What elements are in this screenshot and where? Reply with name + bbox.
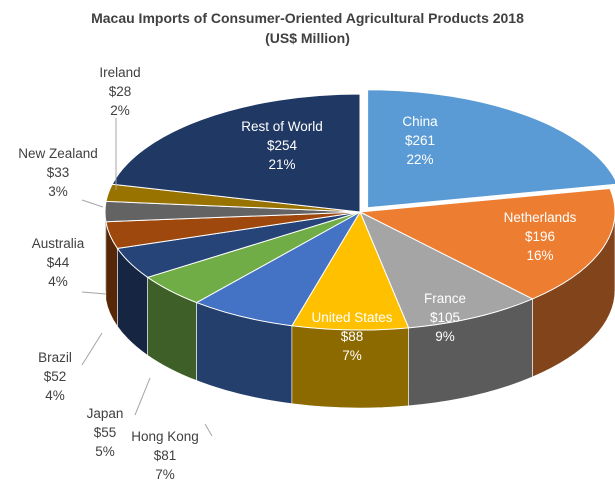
slice-name: China: [402, 114, 438, 129]
slice-percent: 9%: [435, 329, 455, 344]
slice-percent: 7%: [155, 467, 175, 482]
slice-percent: 5%: [95, 444, 115, 459]
leader-line-australia: [81, 291, 107, 295]
pie-tops: [104, 89, 615, 331]
pie-slice-france: [359, 210, 534, 329]
slice-label-ireland: Ireland $28 2%: [99, 65, 140, 118]
slice-name: New Zealand: [18, 146, 98, 161]
slice-value: $52: [44, 369, 67, 384]
slice-name: Hong Kong: [131, 429, 199, 444]
slice-label-france: France $105 9%: [424, 291, 466, 344]
slice-label-united-states: United States $88 7%: [311, 310, 392, 363]
pie-slice-united-states: [291, 210, 410, 331]
slice-percent: 7%: [342, 348, 362, 363]
pie-slice-hong-kong: [195, 210, 362, 327]
slice-percent: 3%: [48, 184, 68, 199]
leader-line-japan: [134, 377, 151, 416]
slice-label-japan: Japan $55 5%: [87, 406, 124, 459]
slice-labels: China $261 22% Netherlands $196 16% France $105…: [18, 65, 576, 482]
pie-slice-rest-of-world: [111, 93, 361, 213]
slice-value: $44: [47, 255, 70, 270]
slice-value: $81: [154, 448, 177, 463]
slice-name: Brazil: [38, 350, 72, 365]
slice-name: Japan: [87, 406, 124, 421]
leader-line-hong-kong: [204, 423, 213, 437]
slice-percent: 16%: [526, 248, 553, 263]
slice-value: $254: [267, 138, 298, 153]
chart-title-main: Macau Imports of Consumer-Oriented Agric…: [91, 10, 524, 26]
slice-label-china: China $261 22%: [402, 114, 438, 167]
slice-label-australia: Australia $44 4%: [32, 236, 85, 289]
slice-value: $196: [525, 229, 555, 244]
chart-title: Macau Imports of Consumer-Oriented Agric…: [0, 8, 615, 48]
chart-subtitle: (US$ Million): [265, 30, 350, 46]
slice-percent: 4%: [48, 274, 68, 289]
slice-name: Australia: [32, 236, 85, 251]
slice-name: Rest of World: [241, 119, 323, 134]
leader-line-brazil: [81, 332, 103, 366]
slice-value: $88: [341, 329, 364, 344]
slice-name: Ireland: [99, 65, 140, 80]
leader-lines: [81, 118, 213, 437]
slice-value: $55: [94, 425, 117, 440]
slice-value: $105: [430, 310, 460, 325]
slice-label-hong-kong: Hong Kong $81 7%: [131, 429, 199, 482]
pie-sides: [104, 211, 615, 409]
slice-percent: 21%: [268, 157, 295, 172]
slice-value: $261: [405, 133, 435, 148]
pie-slice-netherlands: [358, 187, 615, 300]
slice-name: Netherlands: [504, 210, 577, 225]
slice-percent: 4%: [45, 388, 65, 403]
slice-label-netherlands: Netherlands $196 16%: [504, 210, 577, 263]
slice-label-rest-of-world: Rest of World $254 21%: [241, 119, 323, 172]
slice-value: $33: [47, 165, 70, 180]
slice-percent: 2%: [110, 103, 130, 118]
slice-name: France: [424, 291, 466, 306]
slice-label-new-zealand: New Zealand $33 3%: [18, 146, 98, 199]
slice-percent: 22%: [406, 152, 433, 167]
pie-slice-china: [367, 89, 615, 209]
slice-label-brazil: Brazil $52 4%: [38, 350, 72, 403]
leader-line-new-zealand: [81, 199, 104, 208]
slice-value: $28: [109, 84, 132, 99]
slice-name: United States: [311, 310, 392, 325]
